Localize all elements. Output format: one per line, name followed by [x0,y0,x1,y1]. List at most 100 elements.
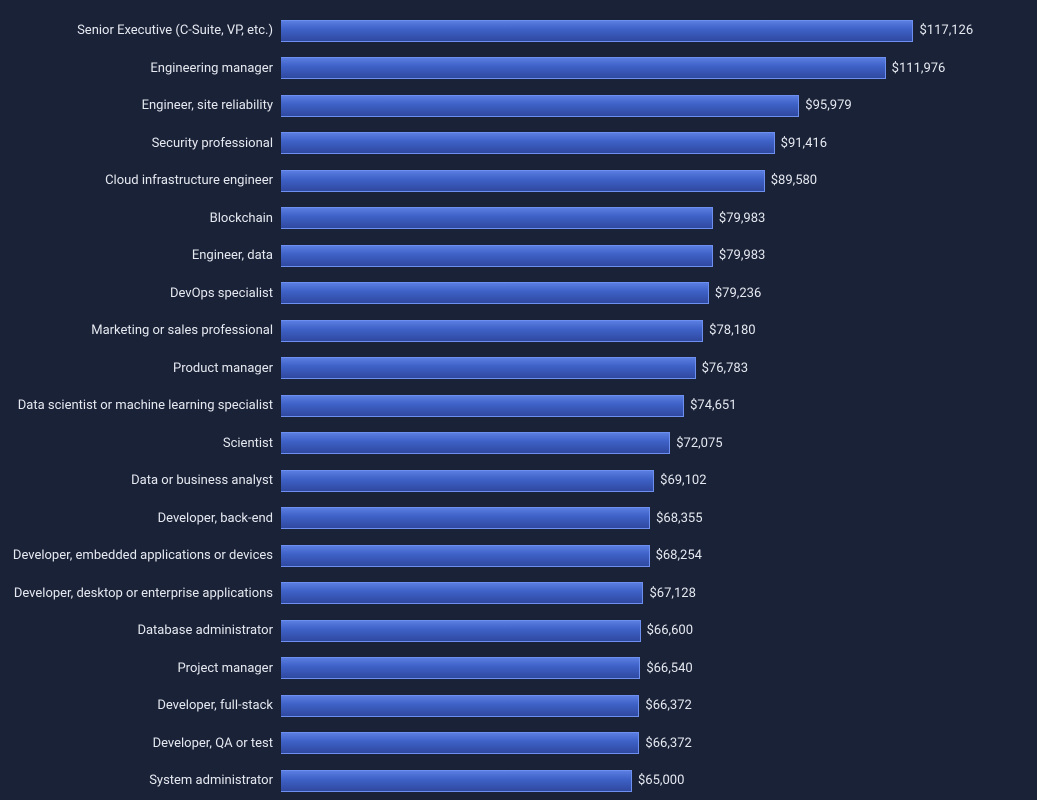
bar [281,282,709,304]
row-label: Senior Executive (C-Suite, VP, etc.) [0,23,281,38]
bar-area: $66,540 [281,657,1037,679]
row-value: $72,075 [676,436,722,451]
row-value: $79,236 [715,286,761,301]
chart-row: Data or business analyst $69,102 [0,462,1037,500]
salary-bar-chart: Senior Executive (C-Suite, VP, etc.) $117… [0,0,1037,800]
bar-area: $68,254 [281,545,1037,567]
row-value: $79,983 [719,248,765,263]
row-label: Engineer, data [0,248,281,263]
chart-row: Senior Executive (C-Suite, VP, etc.) $117… [0,12,1037,50]
row-label: Product manager [0,361,281,376]
bar [281,395,684,417]
bar-area: $74,651 [281,395,1037,417]
row-value: $66,540 [646,661,692,676]
row-value: $95,979 [805,98,851,113]
row-value: $74,651 [690,398,736,413]
bar-area: $66,600 [281,620,1037,642]
row-label: Engineer, site reliability [0,98,281,113]
bar-area: $72,075 [281,432,1037,454]
bar-area: $78,180 [281,320,1037,342]
chart-row: Product manager $76,783 [0,350,1037,388]
bar-area: $95,979 [281,95,1037,117]
row-label: Developer, QA or test [0,736,281,751]
bar-area: $68,355 [281,507,1037,529]
bar-area: $79,983 [281,245,1037,267]
bar [281,320,703,342]
chart-row: Developer, desktop or enterprise applica… [0,575,1037,613]
row-label: Engineering manager [0,61,281,76]
chart-row: Cloud infrastructure engineer $89,580 [0,162,1037,200]
row-label: Developer, embedded applications or devi… [0,548,281,563]
bar [281,657,640,679]
chart-row: Security professional $91,416 [0,125,1037,163]
chart-row: Engineer, site reliability $95,979 [0,87,1037,125]
row-label: Security professional [0,136,281,151]
chart-row: Data scientist or machine learning speci… [0,387,1037,425]
row-label: Developer, back-end [0,511,281,526]
row-value: $111,976 [892,61,946,76]
bar [281,20,913,42]
bar-area: $69,102 [281,470,1037,492]
bar-area: $67,128 [281,582,1037,604]
bar-area: $111,976 [281,57,1037,79]
row-label: Project manager [0,661,281,676]
chart-row: Developer, full-stack$66,372 [0,687,1037,725]
bar-area: $65,000 [281,770,1037,792]
row-value: $68,355 [656,511,702,526]
row-value: $91,416 [781,136,827,151]
row-value: $66,372 [645,736,691,751]
bar-area: $117,126 [281,20,1037,42]
row-label: Scientist [0,436,281,451]
row-value: $78,180 [709,323,755,338]
chart-row: Developer, QA or test $66,372 [0,725,1037,763]
chart-row: Database administrator$66,600 [0,612,1037,650]
row-label: DevOps specialist [0,286,281,301]
bar [281,770,632,792]
chart-row: Scientist $72,075 [0,425,1037,463]
row-label: Data or business analyst [0,473,281,488]
bar [281,695,639,717]
chart-row: Engineering manager $111,976 [0,50,1037,88]
row-value: $89,580 [771,173,817,188]
bar-area: $66,372 [281,695,1037,717]
bar [281,582,643,604]
row-label: Cloud infrastructure engineer [0,173,281,188]
chart-row: DevOps specialist $79,236 [0,275,1037,313]
row-value: $79,983 [719,211,765,226]
row-value: $69,102 [660,473,706,488]
bar-area: $79,236 [281,282,1037,304]
bar [281,470,654,492]
bar-area: $89,580 [281,170,1037,192]
row-value: $68,254 [656,548,702,563]
bar [281,132,775,154]
bar [281,620,641,642]
chart-row: Blockchain $79,983 [0,200,1037,238]
row-value: $65,000 [638,773,684,788]
row-label: System administrator [0,773,281,788]
row-label: Developer, full-stack [0,698,281,713]
bar [281,245,713,267]
bar-area: $66,372 [281,732,1037,754]
chart-row: Developer, embedded applications or devi… [0,537,1037,575]
row-label: Data scientist or machine learning speci… [0,398,281,413]
bar-area: $91,416 [281,132,1037,154]
row-value: $67,128 [649,586,695,601]
chart-row: Engineer, data $79,983 [0,237,1037,275]
chart-row: Project manager $66,540 [0,650,1037,688]
bar-area: $79,983 [281,207,1037,229]
row-value: $76,783 [702,361,748,376]
bar [281,170,765,192]
bar [281,357,696,379]
row-value: $117,126 [919,23,973,38]
row-label: Blockchain [0,211,281,226]
row-label: Marketing or sales professional [0,323,281,338]
bar [281,207,713,229]
chart-row: Marketing or sales professional $78,180 [0,312,1037,350]
row-label: Database administrator [0,623,281,638]
row-label: Developer, desktop or enterprise applica… [0,586,281,601]
chart-row: System administrator $65,000 [0,762,1037,800]
chart-row: Developer, back-end $68,355 [0,500,1037,538]
bar [281,545,650,567]
bar [281,95,799,117]
bar [281,732,639,754]
